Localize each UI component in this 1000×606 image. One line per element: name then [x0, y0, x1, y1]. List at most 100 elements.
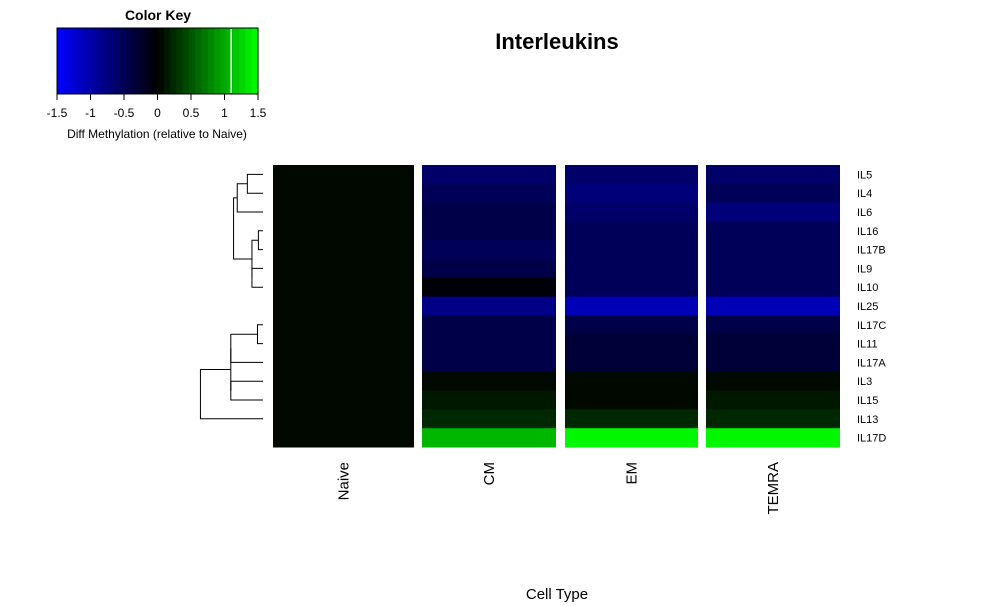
heatmap-cell: [422, 221, 556, 241]
color-key-swatch: [232, 28, 240, 94]
dendrogram-branch: [246, 173, 263, 194]
row-label: IL9: [857, 263, 872, 275]
heatmap-cell: [273, 353, 414, 373]
dendrogram-branch: [236, 183, 263, 213]
heatmap-cell: [565, 221, 698, 241]
heatmap-cell: [706, 371, 840, 392]
heatmap-cell: [565, 371, 698, 392]
heatmap-cell: [565, 259, 698, 279]
color-key-swatch: [251, 28, 259, 94]
color-key-swatch: [188, 28, 196, 94]
heatmap-cell: [706, 409, 840, 429]
heatmap-cell: [706, 296, 840, 316]
heatmap-cell: [422, 390, 556, 410]
dendrogram-branch: [199, 368, 263, 420]
dendrogram-branch: [233, 197, 252, 260]
color-key-tick-label: -1: [85, 106, 96, 120]
heatmap-cell: [422, 428, 556, 448]
color-key-tick-label: -1.5: [47, 106, 68, 120]
color-key-swatch: [75, 28, 83, 94]
column-label: TEMRA: [765, 462, 782, 515]
color-key-swatch: [107, 28, 115, 94]
color-key-swatch: [170, 28, 177, 94]
heatmap-cell: [706, 202, 840, 222]
x-axis-label: Cell Type: [526, 586, 588, 603]
color-key-ticks: -1.5 -1 -0.5 0 0.5 1 1.5: [47, 94, 267, 120]
color-key-tick-label: -0.5: [114, 106, 135, 120]
row-dendrogram: [199, 173, 263, 420]
heatmap-cell: [422, 240, 556, 260]
heatmap-cell: [422, 165, 556, 185]
row-labels: IL5 IL4 IL6 IL16 IL17B IL9 IL10 IL25 IL17C IL11 IL…: [857, 169, 886, 444]
row-label: IL15: [857, 395, 878, 407]
row-label: IL16: [857, 226, 878, 238]
color-key-swatch: [176, 28, 184, 94]
color-key-gradient: [57, 28, 259, 94]
color-key-swatch: [157, 28, 165, 94]
heatmap-cell: [706, 353, 840, 373]
heatmap-cell: [422, 334, 556, 354]
color-key-swatch: [126, 28, 133, 94]
heatmap-cell: [706, 165, 840, 185]
heatmap-cell: [422, 315, 556, 335]
heatmap-cell: [422, 353, 556, 373]
color-key-tick-label: 0: [154, 106, 161, 120]
heatmap-cell: [706, 221, 840, 241]
dendrogram-branch: [230, 333, 263, 363]
color-key-tick-label: 1.5: [250, 106, 267, 120]
row-label: IL3: [857, 376, 872, 388]
heatmap-cell: [565, 409, 698, 429]
color-key: Color Key -1.5 -1 -0.5 0 0.5 1 1.5 Diff Methyl…: [47, 7, 267, 141]
chart-title: Interleukins: [495, 29, 618, 54]
heatmap-cell: [565, 277, 698, 298]
row-label: IL25: [857, 301, 878, 313]
heatmap-cells: [273, 165, 840, 448]
column-label: CM: [481, 462, 498, 485]
heatmap-cell: [706, 390, 840, 410]
heatmap-cell: [565, 183, 698, 204]
heatmap-cell: [706, 240, 840, 260]
row-label: IL10: [857, 282, 878, 294]
color-key-swatch: [88, 28, 96, 94]
dendrogram-branch: [251, 267, 263, 288]
column-labels: Naive CM EM TEMRA: [336, 462, 783, 515]
row-label: IL6: [857, 207, 872, 219]
color-key-swatch: [151, 28, 159, 94]
color-key-label: Diff Methylation (relative to Naive): [67, 127, 247, 141]
heatmap-cell: [565, 390, 698, 410]
heatmap-cell: [273, 428, 414, 448]
row-label: IL17A: [857, 357, 886, 369]
heatmap-cell: [422, 202, 556, 222]
row-label: IL17D: [857, 433, 886, 445]
row-label: IL17B: [857, 245, 886, 257]
heatmap-cell: [706, 183, 840, 204]
heatmap-cell: [422, 409, 556, 429]
heatmap-cell: [273, 277, 414, 298]
dendrogram-branch: [256, 324, 263, 345]
row-label: IL11: [857, 339, 878, 351]
color-key-swatch: [195, 28, 203, 94]
heatmap-cell: [273, 165, 414, 185]
row-label: IL4: [857, 188, 872, 200]
heatmap-cell: [422, 259, 556, 279]
heatmap-cell: [565, 353, 698, 373]
heatmap-cell: [565, 315, 698, 335]
color-key-swatch: [138, 28, 146, 94]
heatmap-cell: [273, 296, 414, 316]
color-key-swatch: [201, 28, 209, 94]
heatmap-cell: [273, 259, 414, 279]
heatmap-cell: [422, 371, 556, 392]
color-key-swatch: [182, 28, 190, 94]
heatmap-cell: [273, 371, 414, 392]
heatmap-cell: [273, 334, 414, 354]
color-key-tick-label: 0.5: [183, 106, 200, 120]
color-key-title: Color Key: [125, 7, 191, 23]
color-key-swatch: [57, 28, 64, 94]
heatmap-cell: [422, 183, 556, 204]
row-label: IL13: [857, 414, 878, 426]
column-label: EM: [624, 462, 641, 485]
heatmap-cell: [565, 165, 698, 185]
color-key-swatch: [119, 28, 127, 94]
heatmap-cell: [422, 296, 556, 316]
column-label: Naive: [336, 462, 353, 500]
